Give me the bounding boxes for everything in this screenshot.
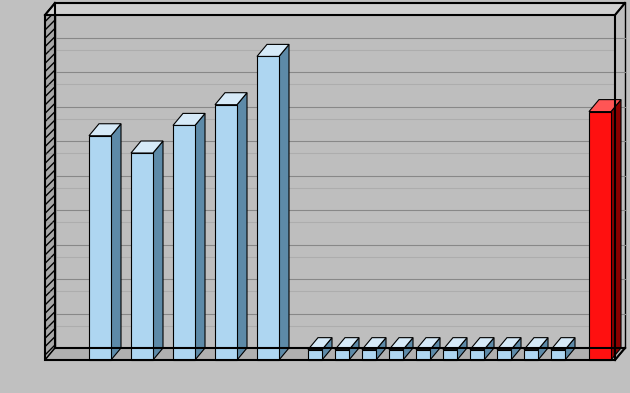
Polygon shape	[308, 350, 322, 360]
Polygon shape	[497, 350, 511, 360]
Polygon shape	[589, 112, 611, 360]
Polygon shape	[131, 141, 163, 153]
Polygon shape	[470, 350, 484, 360]
Polygon shape	[362, 350, 376, 360]
Polygon shape	[322, 338, 332, 360]
Polygon shape	[308, 338, 332, 350]
Polygon shape	[215, 93, 247, 105]
Polygon shape	[416, 350, 430, 360]
Polygon shape	[45, 3, 55, 360]
Polygon shape	[551, 338, 575, 350]
Polygon shape	[565, 338, 575, 360]
Polygon shape	[551, 350, 565, 360]
Polygon shape	[279, 44, 289, 360]
Polygon shape	[457, 338, 467, 360]
Polygon shape	[335, 338, 359, 350]
Polygon shape	[538, 338, 548, 360]
Polygon shape	[376, 338, 386, 360]
Polygon shape	[89, 136, 111, 360]
Polygon shape	[131, 153, 153, 360]
Polygon shape	[389, 350, 403, 360]
Polygon shape	[173, 125, 195, 360]
Polygon shape	[470, 338, 494, 350]
Polygon shape	[45, 348, 625, 360]
Polygon shape	[215, 105, 237, 360]
Polygon shape	[349, 338, 359, 360]
Polygon shape	[153, 141, 163, 360]
Polygon shape	[403, 338, 413, 360]
Polygon shape	[430, 338, 440, 360]
Polygon shape	[55, 3, 625, 348]
Polygon shape	[173, 114, 205, 125]
Polygon shape	[589, 99, 621, 112]
Polygon shape	[257, 44, 289, 57]
Polygon shape	[237, 93, 247, 360]
Polygon shape	[195, 114, 205, 360]
Polygon shape	[362, 338, 386, 350]
Polygon shape	[497, 338, 521, 350]
Polygon shape	[511, 338, 521, 360]
Polygon shape	[389, 338, 413, 350]
Polygon shape	[443, 338, 467, 350]
Polygon shape	[524, 350, 538, 360]
Polygon shape	[111, 124, 121, 360]
Polygon shape	[524, 338, 548, 350]
Polygon shape	[89, 124, 121, 136]
Polygon shape	[443, 350, 457, 360]
Polygon shape	[611, 99, 621, 360]
Polygon shape	[257, 57, 279, 360]
Polygon shape	[484, 338, 494, 360]
Polygon shape	[45, 3, 625, 15]
Polygon shape	[416, 338, 440, 350]
Polygon shape	[335, 350, 349, 360]
